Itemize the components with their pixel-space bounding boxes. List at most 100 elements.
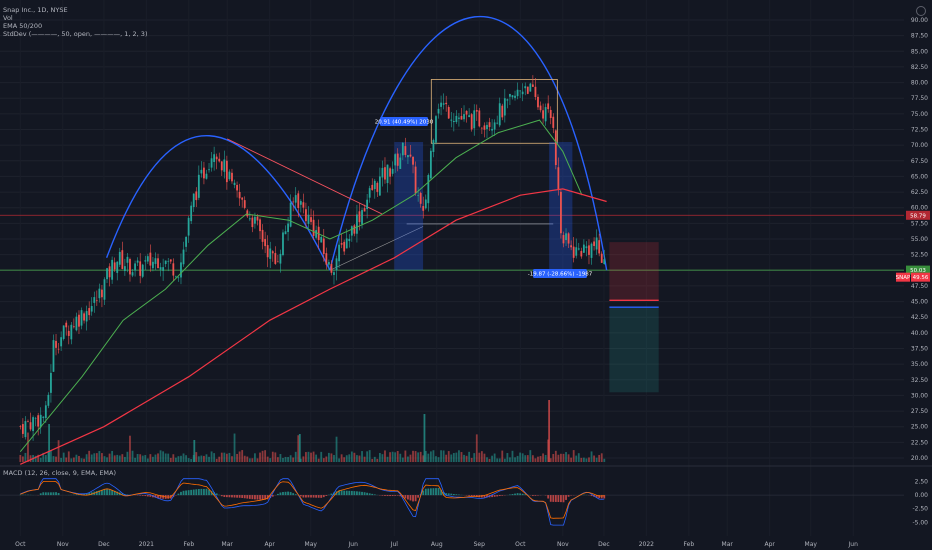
macd-histogram-bar	[243, 495, 246, 499]
candle-body	[276, 261, 279, 263]
macd-histogram-bar	[126, 494, 129, 496]
candle-body	[549, 109, 552, 119]
volume-bar	[366, 451, 369, 462]
macd-histogram-bar	[417, 495, 420, 498]
macd-histogram-bar	[101, 489, 103, 496]
candle-body	[297, 193, 300, 208]
candle-body	[368, 188, 371, 198]
volume-bar	[552, 453, 555, 462]
candle-body	[126, 256, 129, 263]
volume-bar	[287, 457, 289, 462]
x-tick-label: Apr	[764, 541, 775, 548]
macd-histogram-bar	[287, 491, 289, 496]
y-tick-label: 55.00	[911, 236, 928, 243]
candle-body	[195, 191, 198, 201]
macd-panel	[0, 478, 904, 526]
chart-grid	[0, 19, 904, 459]
volume-bar	[203, 455, 205, 462]
candle-body	[429, 150, 432, 179]
volume-bar	[450, 454, 453, 462]
candle-body	[210, 158, 213, 168]
volume-bar	[67, 451, 70, 462]
macd-histogram-bar	[447, 493, 450, 496]
trend-line	[226, 138, 383, 215]
candle-body	[345, 238, 348, 249]
macd-histogram-bar	[368, 493, 371, 496]
macd-histogram-bar	[373, 494, 376, 496]
y-tick-label: 40.00	[911, 330, 928, 337]
candle-body	[103, 279, 106, 300]
macd-histogram-bar	[371, 493, 374, 496]
consolidation-box	[430, 79, 558, 144]
macd-histogram-bar	[473, 495, 476, 497]
volume-bar	[284, 456, 287, 462]
candle-body	[432, 140, 435, 152]
macd-histogram-bar	[412, 495, 414, 502]
y-tick-label: 25.00	[911, 424, 928, 431]
macd-histogram-bar	[389, 495, 391, 497]
volume-bar	[39, 457, 42, 462]
volume-bar	[182, 453, 185, 462]
candle-body	[37, 415, 40, 427]
volume-bar	[180, 455, 182, 462]
candle-body	[231, 172, 233, 182]
macd-histogram-bar	[284, 491, 287, 496]
loss-label-bg	[533, 269, 587, 278]
candle-body	[208, 169, 210, 171]
volume-bar	[338, 458, 340, 462]
macd-histogram-bar	[498, 495, 501, 497]
macd-histogram-bar	[590, 495, 593, 497]
volume-bar	[231, 456, 233, 462]
volume-bar	[600, 453, 603, 462]
candle-body	[121, 250, 124, 269]
settings-gear-icon[interactable]	[916, 6, 926, 16]
volume-bar	[506, 453, 509, 462]
candle-body	[108, 266, 111, 278]
candle-body	[113, 262, 116, 270]
x-tick-label: Dec	[598, 541, 610, 548]
volume-bar	[503, 458, 506, 462]
legend-volume: Vol	[3, 14, 13, 22]
macd-histogram-bar	[325, 495, 328, 496]
macd-histogram-bar	[106, 489, 108, 496]
candle-body	[506, 99, 509, 101]
volume-bar	[276, 457, 279, 462]
legend-ema: EMA 50/200	[3, 22, 43, 30]
macd-histogram-bar	[294, 494, 297, 496]
candle-body	[27, 421, 29, 422]
volume-bar	[376, 458, 379, 462]
volume-bar	[185, 455, 187, 462]
candle-body	[455, 115, 458, 122]
candle-body	[305, 209, 307, 222]
candle-body	[475, 110, 478, 112]
macd-histogram-bar	[248, 495, 251, 499]
macd-histogram-bar	[595, 495, 598, 498]
candle-body	[498, 103, 501, 126]
macd-histogram-bar	[236, 495, 238, 498]
x-tick-label: Mar	[722, 541, 734, 548]
x-tick-label: Nov	[557, 541, 569, 548]
candle-body	[98, 288, 101, 299]
macd-histogram-bar	[422, 490, 425, 496]
candle-body	[417, 195, 420, 196]
signal-line	[20, 481, 605, 519]
candle-body	[65, 322, 68, 328]
candle-body	[32, 417, 34, 432]
macd-histogram-bar	[363, 492, 366, 496]
macd-histogram-bar	[197, 488, 200, 496]
candle-body	[572, 246, 575, 258]
macd-tick-label: -5.00	[912, 519, 928, 526]
volume-bar	[292, 457, 295, 462]
candle-body	[88, 308, 91, 316]
macd-histogram-bar	[276, 493, 279, 496]
macd-histogram-bar	[185, 490, 187, 496]
risk-zone	[609, 242, 659, 301]
x-tick-label: Jun	[348, 541, 359, 548]
candle-body	[55, 340, 57, 348]
candle-body	[238, 191, 241, 199]
y-tick-label: 80.00	[911, 80, 928, 87]
candle-body	[90, 306, 93, 312]
macd-histogram-bar	[208, 489, 210, 496]
volume-bar	[478, 452, 481, 462]
volume-bar	[85, 454, 88, 462]
